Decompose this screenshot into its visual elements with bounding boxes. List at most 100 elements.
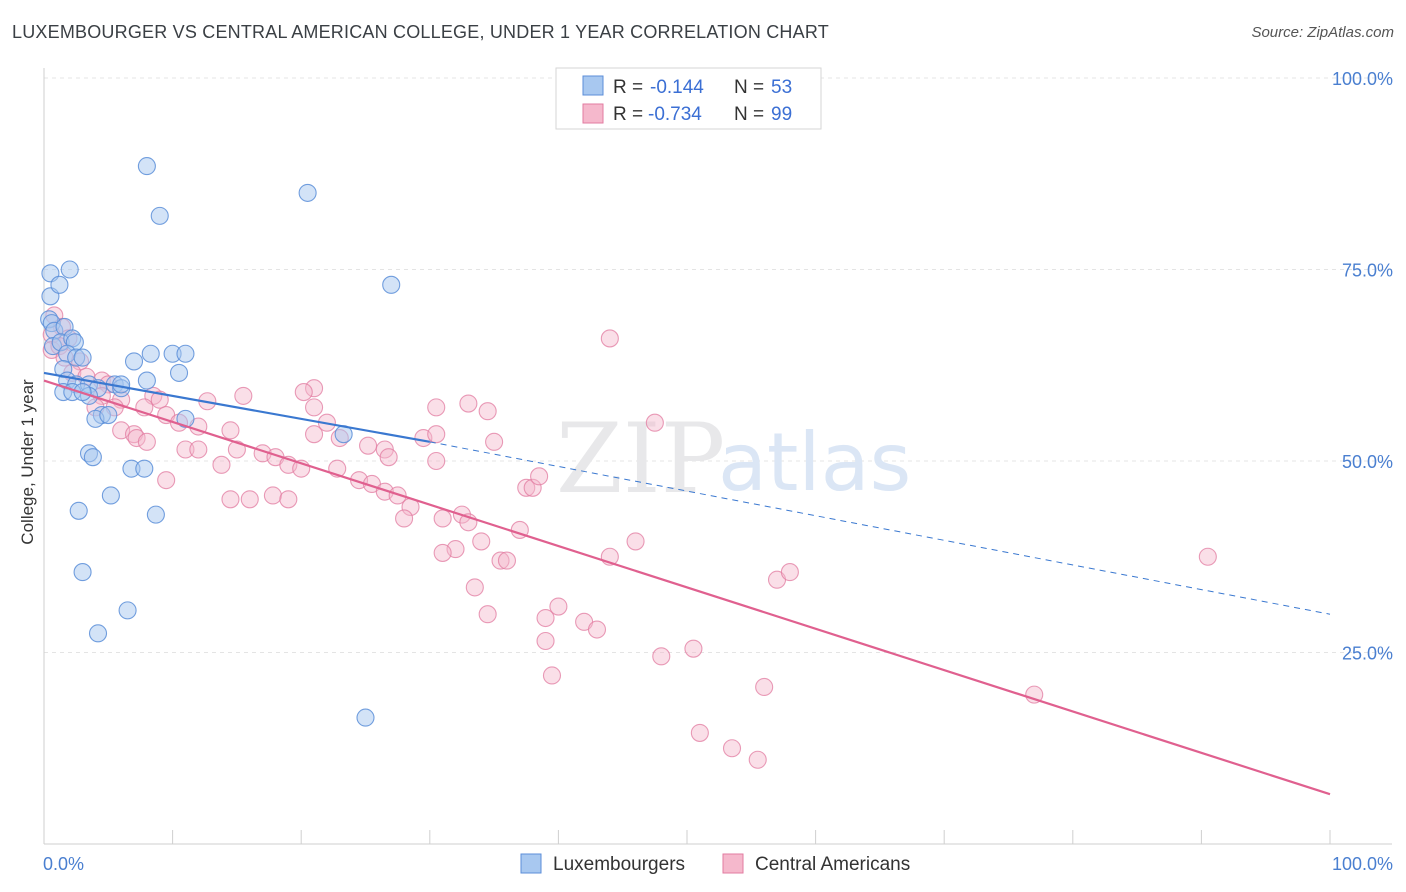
data-point-central-americans xyxy=(748,750,767,769)
legend-swatch-cam xyxy=(582,103,604,124)
data-point-central-americans xyxy=(472,532,491,551)
data-point-luxembourgers xyxy=(176,409,195,428)
data-point-central-americans xyxy=(305,398,324,417)
data-point-central-americans xyxy=(305,379,324,398)
series-central-americans xyxy=(42,306,1217,769)
data-point-central-americans xyxy=(427,425,446,444)
data-point-central-americans xyxy=(485,432,504,451)
trend-line-luxembourgers-extension xyxy=(429,441,1331,615)
trend-lines xyxy=(43,371,1331,796)
data-point-central-americans xyxy=(279,490,298,509)
data-point-central-americans xyxy=(465,578,484,597)
data-point-central-americans xyxy=(227,440,246,459)
data-point-luxembourgers xyxy=(118,601,137,620)
data-point-central-americans xyxy=(587,620,607,639)
data-point-luxembourgers xyxy=(137,157,156,176)
data-point-central-americans xyxy=(305,425,324,444)
data-point-central-americans xyxy=(530,467,549,486)
trend-line-central-americans xyxy=(43,379,1331,796)
data-point-central-americans xyxy=(263,486,282,505)
legend-n-label-cam: N = xyxy=(734,104,764,125)
data-point-central-americans xyxy=(478,605,497,624)
data-point-central-americans xyxy=(690,723,709,742)
data-point-central-americans xyxy=(549,597,568,616)
y-tick-labels: 100.0% 75.0% 50.0% 25.0% xyxy=(1332,69,1393,664)
data-point-central-americans xyxy=(189,440,208,459)
data-point-luxembourgers xyxy=(146,505,165,524)
data-point-central-americans xyxy=(491,551,510,570)
x-tick-label: 0.0% xyxy=(43,854,84,874)
data-point-luxembourgers xyxy=(150,206,169,225)
data-point-central-americans xyxy=(684,639,703,658)
data-point-central-americans xyxy=(379,448,398,467)
bottom-legend-cam: Central Americans xyxy=(755,854,910,875)
legend-n-value-lux: 53 xyxy=(771,77,792,98)
data-point-central-americans xyxy=(478,402,497,421)
legend-r-value-cam: -0.734 xyxy=(648,104,702,125)
y-tick-label: 75.0% xyxy=(1342,261,1393,281)
data-point-central-americans xyxy=(1025,685,1044,704)
data-point-central-americans xyxy=(780,563,799,582)
data-point-central-americans xyxy=(652,647,671,666)
watermark-zip: ZIP xyxy=(556,403,725,515)
data-point-central-americans xyxy=(127,428,146,448)
data-point-luxembourgers xyxy=(50,275,69,294)
data-point-luxembourgers xyxy=(60,260,79,279)
legend-box: R = -0.144 N = 53 R = -0.734 N = 99 xyxy=(555,67,822,130)
legend-r-label-cam: R = xyxy=(613,104,643,125)
bottom-legend-lux: Luxembourgers xyxy=(553,854,685,875)
data-point-central-americans xyxy=(645,413,664,432)
legend-n-label-lux: N = xyxy=(734,77,764,98)
data-point-luxembourgers xyxy=(298,183,317,202)
data-point-central-americans xyxy=(497,551,517,570)
data-point-central-americans xyxy=(427,451,446,471)
data-point-central-americans xyxy=(294,383,313,402)
data-point-central-americans xyxy=(536,608,555,628)
series-luxembourgers xyxy=(40,157,401,727)
chart-source: Source: ZipAtlas.com xyxy=(1251,24,1394,41)
legend-n-value-cam: 99 xyxy=(771,104,792,125)
data-point-central-americans xyxy=(234,386,253,405)
x-tick-labels: 0.0% 100.0% xyxy=(43,854,1393,874)
data-point-central-americans xyxy=(221,421,240,440)
bottom-legend-swatch-cam xyxy=(722,853,744,874)
data-point-luxembourgers xyxy=(141,344,160,363)
data-point-central-americans xyxy=(755,677,774,697)
data-point-central-americans xyxy=(395,509,414,528)
data-point-central-americans xyxy=(517,478,536,497)
data-point-luxembourgers xyxy=(135,459,154,478)
data-point-central-americans xyxy=(221,490,240,509)
data-point-central-americans xyxy=(157,471,176,490)
data-point-central-americans xyxy=(626,532,645,551)
legend-r-label-lux: R = xyxy=(613,77,643,98)
data-point-luxembourgers xyxy=(83,448,102,467)
chart-title: LUXEMBOURGER VS CENTRAL AMERICAN COLLEGE… xyxy=(12,22,829,42)
data-point-luxembourgers xyxy=(112,375,131,394)
data-point-central-americans xyxy=(359,436,378,455)
data-point-central-americans xyxy=(1198,547,1217,566)
data-point-central-americans xyxy=(427,398,446,417)
data-point-luxembourgers xyxy=(99,405,118,425)
data-point-central-americans xyxy=(176,440,195,459)
x-tick-label: 100.0% xyxy=(1332,854,1393,874)
data-point-central-americans xyxy=(600,329,619,348)
data-point-luxembourgers xyxy=(69,501,88,520)
legend-swatch-lux xyxy=(582,75,604,96)
y-tick-label: 100.0% xyxy=(1332,69,1393,89)
data-point-luxembourgers xyxy=(101,486,120,505)
grid-lines xyxy=(44,77,1392,653)
y-tick-label: 50.0% xyxy=(1342,452,1393,472)
data-point-luxembourgers xyxy=(88,624,108,643)
data-point-luxembourgers xyxy=(382,275,401,294)
data-point-central-americans xyxy=(240,490,259,509)
data-point-central-americans xyxy=(542,666,562,685)
y-tick-label: 25.0% xyxy=(1342,644,1393,664)
data-point-luxembourgers xyxy=(169,363,189,382)
data-point-luxembourgers xyxy=(73,348,92,367)
legend-r-value-lux: -0.144 xyxy=(650,77,704,98)
data-point-central-americans xyxy=(150,390,169,409)
data-point-central-americans xyxy=(433,543,452,562)
data-point-luxembourgers xyxy=(356,708,375,727)
data-point-central-americans xyxy=(459,394,478,413)
